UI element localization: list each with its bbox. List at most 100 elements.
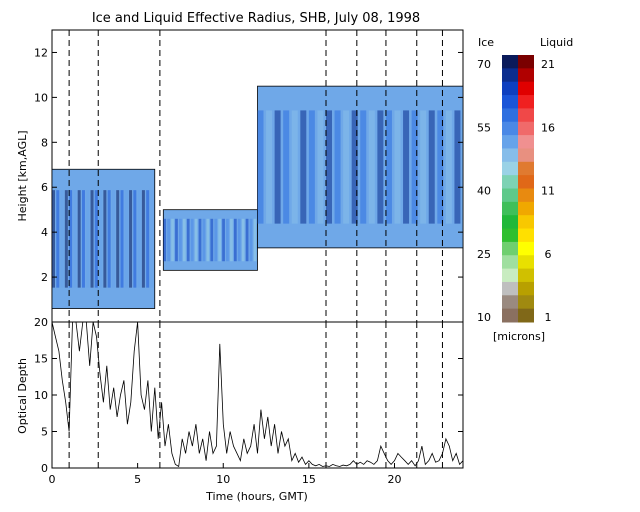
cloud-streak — [202, 218, 206, 262]
ice-tick-label: 40 — [477, 185, 491, 198]
liquid-color-swatch — [518, 108, 534, 123]
ice-color-bar — [502, 55, 518, 323]
cloud-streak — [257, 110, 264, 224]
cloud-streak — [428, 110, 435, 224]
cloud-streak — [222, 218, 225, 262]
cloud-streak — [385, 110, 392, 224]
ice-tick-label: 55 — [477, 121, 491, 134]
cloud-streak — [300, 110, 307, 224]
chart-title: Ice and Liquid Effective Radius, SHB, Ju… — [92, 11, 420, 26]
ice-tick-label: 70 — [477, 58, 491, 71]
cloud-streak — [317, 110, 324, 224]
cloud-streak — [103, 190, 107, 288]
cloud-streak — [377, 110, 384, 224]
liquid-color-bar — [518, 55, 534, 323]
cloud-streak — [237, 218, 241, 262]
radius-heatmap-panel: 2 4 6 8 10 12 Height [km,AGL] — [16, 29, 464, 323]
bottom-ylabel: Optical Depth — [16, 358, 29, 434]
cloud-streak — [186, 218, 190, 262]
ice-color-swatch — [502, 175, 518, 189]
cloud-streak — [454, 110, 461, 224]
ice-tick-label: 25 — [477, 248, 491, 261]
bottom-x-tick-label: 15 — [302, 473, 316, 486]
bottom-vertical-lines — [68, 322, 443, 468]
top-y-ticks: 2 4 6 8 10 12 — [34, 46, 463, 284]
cloud-streak — [90, 190, 94, 288]
bottom-y-ticks: 0 5 10 15 20 — [34, 316, 463, 475]
cloud-streak — [124, 190, 128, 288]
colorbar: Ice Liquid 70 55 40 25 10 21 16 11 6 1 [microns] — [477, 36, 573, 343]
cloud-streak — [210, 218, 214, 262]
cloud-streak — [86, 190, 90, 288]
liquid-color-swatch — [518, 161, 534, 176]
liquid-color-swatch — [518, 175, 534, 189]
liquid-color-swatch — [518, 281, 534, 296]
ice-color-swatch — [502, 81, 518, 96]
bottom-x-ticks: 0 5 10 15 20 — [49, 463, 402, 486]
cloud-streak — [326, 110, 332, 224]
top-vertical-lines — [68, 30, 443, 322]
ice-color-swatch — [502, 201, 518, 216]
cloud-streak — [266, 110, 273, 224]
cloud-streak — [253, 218, 257, 262]
cloud-streak — [52, 190, 55, 288]
ice-color-swatch — [502, 68, 518, 83]
ice-color-swatch — [502, 135, 518, 149]
liquid-color-swatch — [518, 228, 534, 243]
cloud-streak — [351, 110, 358, 224]
cloud-streak — [116, 190, 120, 288]
ice-color-swatch — [502, 215, 518, 230]
ice-color-swatch — [502, 121, 518, 136]
ice-color-swatch — [502, 268, 518, 283]
top-y-tick-label: 12 — [34, 46, 48, 59]
bottom-y-tick-label: 20 — [34, 316, 48, 329]
cloud-streak — [249, 218, 253, 262]
cloud-streak — [146, 190, 150, 288]
cloud-streak — [190, 218, 194, 262]
top-ylabel: Height [km,AGL] — [16, 130, 29, 221]
ice-ticks: 70 55 40 25 10 — [477, 58, 491, 324]
colorbar-ice-label: Ice — [478, 36, 494, 49]
cloud-streak — [129, 190, 133, 288]
cloud-streak — [182, 218, 186, 262]
colorbar-units: [microns] — [493, 330, 545, 343]
cloud-streak — [198, 218, 202, 262]
cloud-streak — [334, 110, 341, 224]
liquid-color-swatch — [518, 135, 534, 149]
ice-color-swatch — [502, 281, 518, 296]
cloud-streak — [163, 218, 167, 262]
cloud-streak — [230, 218, 233, 262]
cloud-streak — [445, 110, 452, 224]
cloud-streak — [437, 110, 444, 224]
cloud-streak — [69, 190, 73, 288]
cloud-streak — [60, 190, 64, 288]
cloud-streak — [107, 190, 111, 288]
liquid-color-swatch — [518, 81, 534, 96]
top-y-tick-label: 10 — [34, 91, 48, 104]
cloud-streak — [283, 110, 290, 224]
liquid-color-swatch — [518, 255, 534, 270]
cloud-streak — [394, 110, 401, 224]
ice-color-swatch — [502, 95, 518, 109]
cloud-streak — [171, 218, 174, 262]
cloud-streak — [141, 190, 145, 288]
liquid-tick-label: 16 — [541, 121, 555, 134]
optical-depth-line — [51, 321, 464, 468]
cloud-streak — [133, 190, 137, 288]
ice-color-swatch — [502, 241, 518, 256]
cloud-streak — [291, 110, 298, 224]
bottom-plot-frame — [51, 321, 464, 469]
liquid-color-swatch — [518, 148, 534, 163]
cloud-streak — [411, 110, 418, 224]
ice-color-swatch — [502, 255, 518, 270]
ice-tick-label: 10 — [477, 311, 491, 324]
liquid-tick-label: 21 — [541, 58, 555, 71]
liquid-color-swatch — [518, 295, 534, 310]
cloud-streak — [150, 190, 154, 288]
liquid-color-swatch — [518, 68, 534, 83]
liquid-tick-label: 1 — [545, 311, 552, 324]
cloud-streak — [73, 190, 77, 288]
bottom-x-tick-label: 10 — [216, 473, 230, 486]
ice-color-swatch — [502, 148, 518, 163]
